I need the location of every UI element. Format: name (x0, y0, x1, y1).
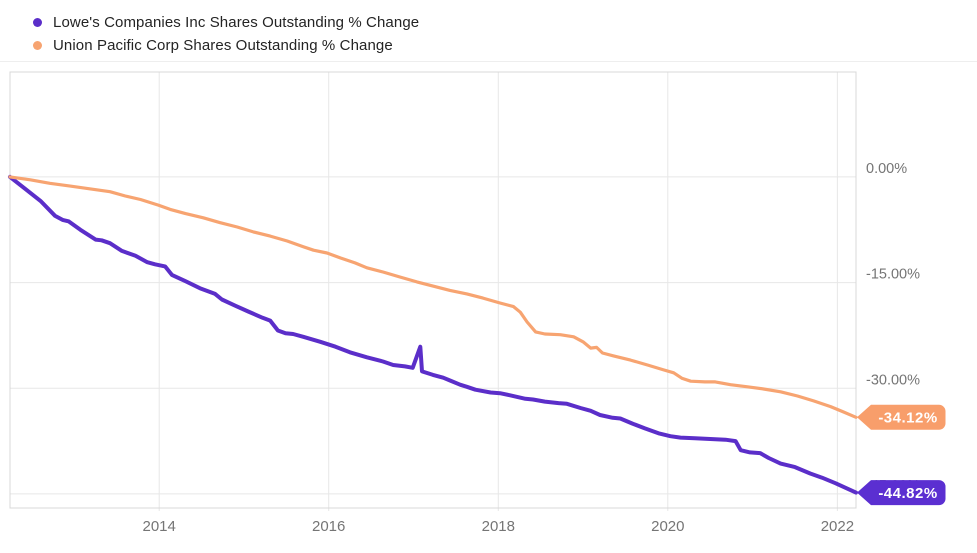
y-axis-tick-label: 0.00% (866, 161, 907, 177)
legend-label-union-pacific: Union Pacific Corp Shares Outstanding % … (53, 37, 393, 54)
legend-item-union-pacific[interactable]: Union Pacific Corp Shares Outstanding % … (33, 34, 419, 57)
legend-item-lowes[interactable]: Lowe's Companies Inc Shares Outstanding … (33, 11, 419, 34)
union-pacific-line (8, 175, 858, 419)
x-axis-tick-label: 2022 (821, 518, 854, 535)
lowes-line (8, 174, 858, 495)
plot-border (9, 71, 857, 509)
x-axis-tick-label: 2014 (143, 518, 176, 535)
legend-label-lowes: Lowe's Companies Inc Shares Outstanding … (53, 14, 420, 31)
chart-legend: Lowe's Companies Inc Shares Outstanding … (33, 11, 419, 57)
y-axis-tick-label: -30.00% (866, 372, 920, 388)
x-axis-tick-label: 2018 (482, 518, 515, 535)
legend-divider (0, 61, 977, 62)
badge-value-label: -34.12% (878, 410, 937, 427)
union-pacific-value-badge: -34.12% (857, 404, 946, 430)
union-pacific-series-dot-icon (33, 41, 42, 50)
x-axis-tick-label: 2020 (651, 518, 684, 535)
x-axis-labels: 2014 2016 2018 2020 2022 (143, 518, 855, 535)
y-axis-tick-label: -15.00% (866, 267, 920, 283)
lowes-series-dot-icon (33, 18, 42, 27)
badge-value-label: -44.82% (878, 485, 937, 502)
x-axis-tick-label: 2016 (312, 518, 345, 535)
gridlines (10, 72, 856, 511)
lowes-value-badge: -44.82% (857, 480, 946, 506)
y-axis-labels: 0.00%-15.00%-30.00%-45.00% (866, 161, 920, 494)
